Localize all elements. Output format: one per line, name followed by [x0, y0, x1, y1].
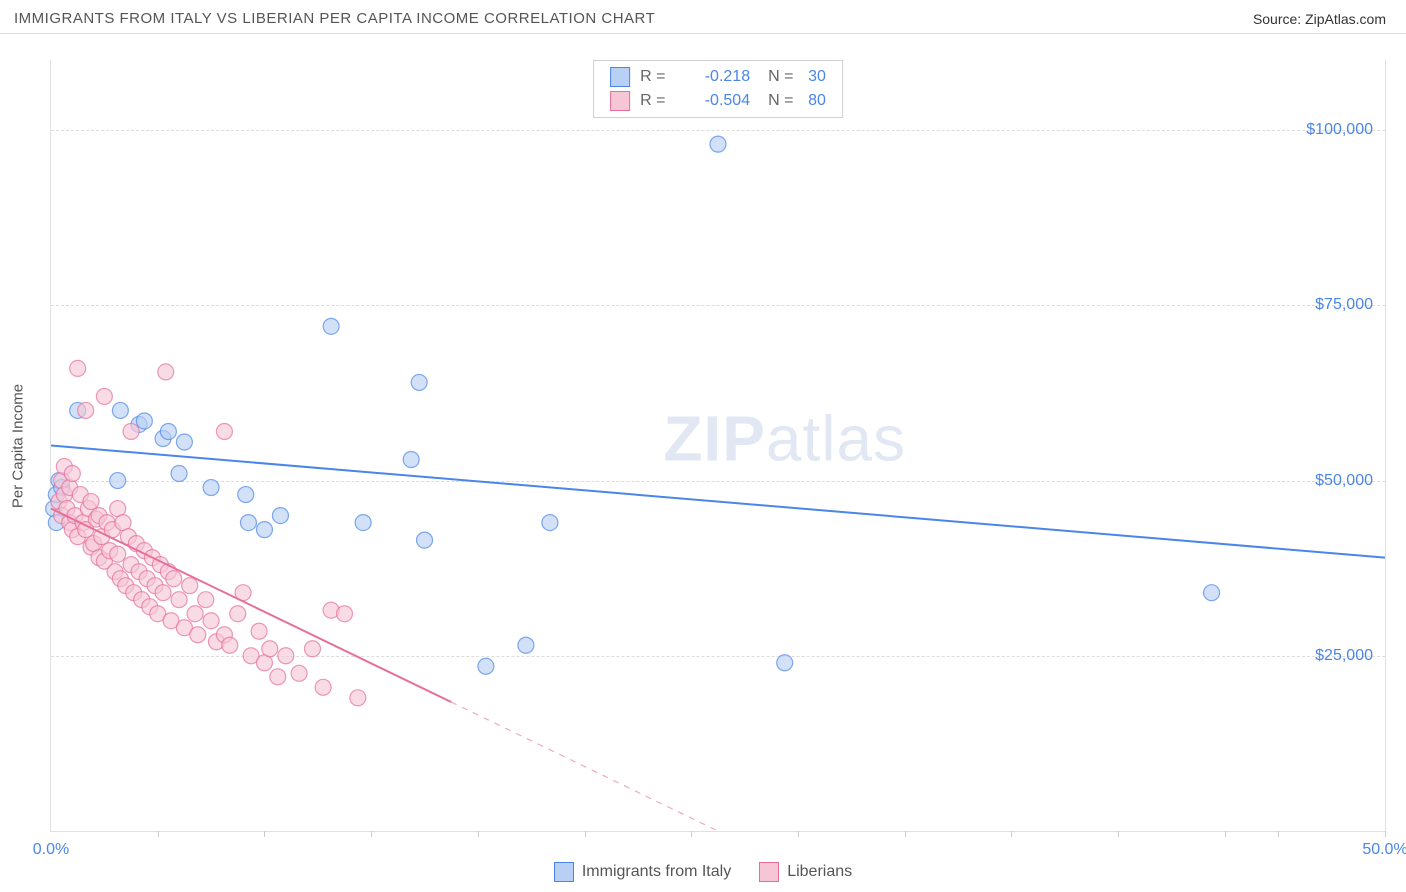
stats-n-value: 30	[808, 68, 826, 86]
data-point	[278, 648, 294, 664]
data-point	[1204, 585, 1220, 601]
data-point	[155, 585, 171, 601]
regression-line	[51, 446, 1385, 558]
stats-legend-row: R = -0.218 N = 30	[610, 65, 826, 89]
x-tick	[691, 831, 692, 837]
scatter-plot-svg	[51, 60, 1385, 831]
data-point	[176, 434, 192, 450]
data-point	[203, 480, 219, 496]
data-point	[403, 452, 419, 468]
stats-r-label: R =	[640, 68, 674, 86]
data-point	[123, 423, 139, 439]
stats-r-label: R =	[640, 92, 674, 110]
data-point	[187, 606, 203, 622]
data-point	[166, 571, 182, 587]
data-point	[190, 627, 206, 643]
legend-swatch	[610, 91, 630, 111]
stats-n-value: 80	[808, 92, 826, 110]
x-tick	[905, 831, 906, 837]
data-point	[777, 655, 793, 671]
x-tick-label: 50.0%	[1362, 841, 1406, 859]
source-link[interactable]: ZipAtlas.com	[1305, 11, 1386, 27]
data-point	[542, 515, 558, 531]
data-point	[198, 592, 214, 608]
stats-legend-box: R = -0.218 N = 30 R = -0.504 N = 80	[593, 60, 843, 118]
x-tick	[478, 831, 479, 837]
x-tick	[1118, 831, 1119, 837]
data-point	[182, 578, 198, 594]
data-point	[272, 508, 288, 524]
data-point	[96, 388, 112, 404]
legend-label: Immigrants from Italy	[582, 863, 731, 881]
data-point	[171, 592, 187, 608]
chart-header: IMMIGRANTS FROM ITALY VS LIBERIAN PER CA…	[0, 0, 1406, 34]
legend-label: Liberians	[787, 863, 852, 881]
data-point	[478, 658, 494, 674]
legend-item: Immigrants from Italy	[554, 862, 731, 882]
x-tick	[1225, 831, 1226, 837]
stats-legend-row: R = -0.504 N = 80	[610, 89, 826, 113]
chart-title: IMMIGRANTS FROM ITALY VS LIBERIAN PER CA…	[14, 10, 655, 27]
data-point	[315, 679, 331, 695]
data-point	[216, 423, 232, 439]
data-point	[238, 487, 254, 503]
x-tick	[264, 831, 265, 837]
bottom-legend: Immigrants from Italy Liberians	[0, 862, 1406, 882]
x-tick	[1011, 831, 1012, 837]
data-point	[323, 318, 339, 334]
stats-r-value: -0.504	[684, 92, 750, 110]
data-point	[158, 364, 174, 380]
data-point	[304, 641, 320, 657]
legend-swatch	[610, 67, 630, 87]
x-tick	[1278, 831, 1279, 837]
y-axis-title: Per Capita Income	[10, 384, 27, 508]
data-point	[64, 466, 80, 482]
legend-item: Liberians	[759, 862, 852, 882]
legend-swatch	[554, 862, 574, 882]
data-point	[256, 522, 272, 538]
data-point	[112, 402, 128, 418]
data-point	[411, 374, 427, 390]
data-point	[70, 360, 86, 376]
data-point	[171, 466, 187, 482]
data-point	[270, 669, 286, 685]
data-point	[83, 494, 99, 510]
stats-n-label: N =	[768, 92, 798, 110]
data-point	[355, 515, 371, 531]
chart-plot-area: ZIPatlas $25,000$50,000$75,000$100,000 R…	[50, 60, 1386, 832]
source-prefix: Source:	[1253, 11, 1305, 27]
data-point	[110, 473, 126, 489]
stats-r-value: -0.218	[684, 68, 750, 86]
x-tick	[158, 831, 159, 837]
regression-line-dashed	[451, 702, 718, 831]
x-tick	[585, 831, 586, 837]
chart-source: Source: ZipAtlas.com	[1253, 11, 1386, 27]
x-tick-label: 0.0%	[33, 841, 69, 859]
data-point	[222, 637, 238, 653]
stats-n-label: N =	[768, 68, 798, 86]
data-point	[136, 413, 152, 429]
data-point	[110, 546, 126, 562]
data-point	[350, 690, 366, 706]
data-point	[78, 402, 94, 418]
data-point	[240, 515, 256, 531]
data-point	[160, 423, 176, 439]
regression-line	[51, 509, 451, 702]
data-point	[262, 641, 278, 657]
data-point	[336, 606, 352, 622]
legend-swatch	[759, 862, 779, 882]
data-point	[417, 532, 433, 548]
data-point	[710, 136, 726, 152]
data-point	[251, 623, 267, 639]
data-point	[230, 606, 246, 622]
data-point	[203, 613, 219, 629]
x-tick	[1385, 831, 1386, 837]
x-tick	[798, 831, 799, 837]
data-point	[291, 665, 307, 681]
data-point	[518, 637, 534, 653]
x-tick	[371, 831, 372, 837]
